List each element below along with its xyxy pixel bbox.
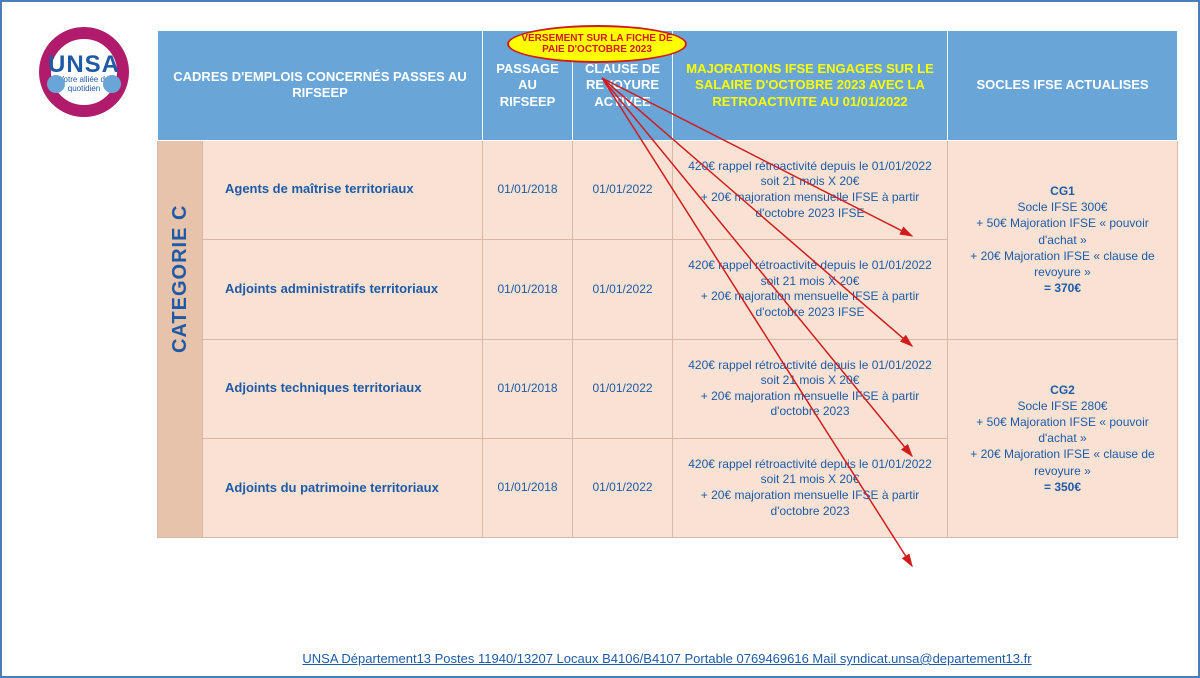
row-emp: Adjoints techniques territoriaux [203,339,483,438]
row-clause: 01/01/2022 [573,438,673,537]
row-passage: 01/01/2018 [483,140,573,239]
row-clause: 01/01/2022 [573,339,673,438]
row-clause: 01/01/2022 [573,240,673,339]
logo: UNSA Votre alliée du quotidien [29,27,139,117]
th-majorations: MAJORATIONS IFSE ENGAGES SUR LE SALAIRE … [673,31,948,141]
row-maj: 420€ rappel rétroactivité depuis le 01/0… [673,438,948,537]
row-emp: Adjoints administratifs territoriaux [203,240,483,339]
cg2-total: = 350€ [1044,480,1081,494]
row-passage: 01/01/2018 [483,339,573,438]
cg2-title: CG2 [1050,383,1075,397]
cg2-lines: Socle IFSE 280€+ 50€ Majoration IFSE « p… [970,399,1154,478]
category-cell: CATEGORIE C [158,140,203,538]
footer: UNSA Département13 Postes 11940/13207 Lo… [157,651,1177,666]
row-passage: 01/01/2018 [483,438,573,537]
row-emp: Agents de maîtrise territoriaux [203,140,483,239]
row-maj: 420€ rappel rétroactivité depuis le 01/0… [673,140,948,239]
th-emp: CADRES D'EMPLOIS CONCERNÉS PASSES AU RIF… [158,31,483,141]
cg1-total: = 370€ [1044,281,1081,295]
row-passage: 01/01/2018 [483,240,573,339]
logo-subtext: Votre alliée du quotidien [48,75,120,93]
callout-bubble: VERSEMENT SUR LA FICHE DE PAIE D'OCTOBRE… [507,25,687,63]
rifseep-table: CADRES D'EMPLOIS CONCERNÉS PASSES AU RIF… [157,30,1178,538]
socle-cg1: CG1 Socle IFSE 300€+ 50€ Majoration IFSE… [948,140,1178,339]
row-emp: Adjoints du patrimoine territoriaux [203,438,483,537]
category-label: CATEGORIE C [167,325,193,353]
th-socles: SOCLES IFSE ACTUALISES [948,31,1178,141]
row-clause: 01/01/2022 [573,140,673,239]
row-maj: 420€ rappel rétroactivité depuis le 01/0… [673,339,948,438]
sidebar: UNSA Votre alliée du quotidien CLAUSE DE… [14,27,154,647]
logo-ring: UNSA Votre alliée du quotidien [39,27,129,117]
socle-cg2: CG2 Socle IFSE 280€+ 50€ Majoration IFSE… [948,339,1178,538]
cg1-lines: Socle IFSE 300€+ 50€ Majoration IFSE « p… [970,200,1154,279]
main-content: VERSEMENT SUR LA FICHE DE PAIE D'OCTOBRE… [157,30,1177,538]
cg1-title: CG1 [1050,184,1075,198]
row-maj: 420€ rappel rétroactivité depuis le 01/0… [673,240,948,339]
